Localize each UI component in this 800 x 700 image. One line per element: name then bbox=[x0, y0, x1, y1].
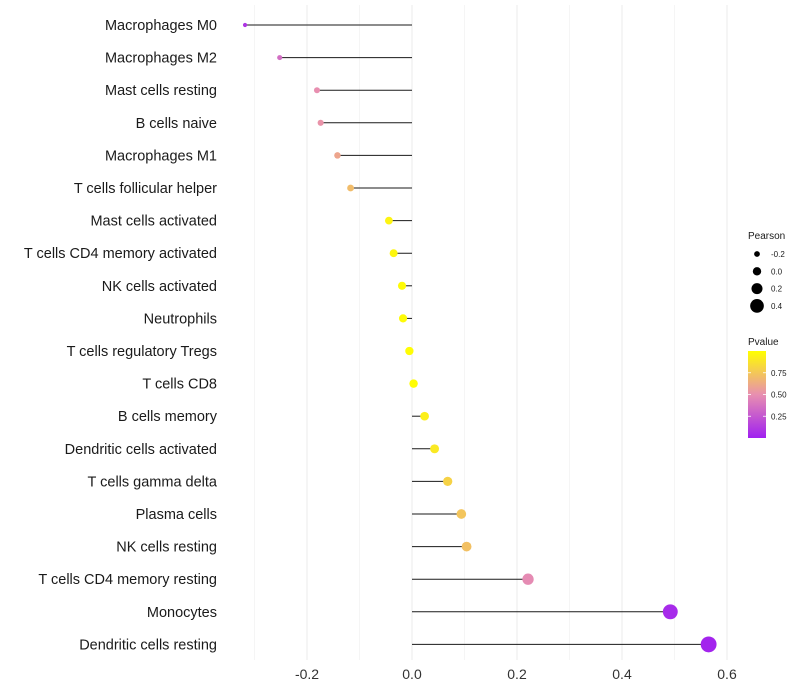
category-label: Macrophages M0 bbox=[105, 18, 217, 34]
category-label: B cells memory bbox=[118, 409, 218, 425]
category-labels: Macrophages M0 Macrophages M2 Mast cells r… bbox=[24, 18, 218, 653]
data-point bbox=[405, 346, 414, 356]
color-legend-label: 0.25 bbox=[771, 412, 787, 421]
data-point bbox=[384, 216, 393, 225]
data-point bbox=[409, 379, 418, 388]
category-label: NK cells resting bbox=[116, 540, 217, 556]
data-point bbox=[277, 55, 283, 61]
size-legend-title: Pearson bbox=[748, 231, 785, 242]
color-legend-label: 0.50 bbox=[771, 391, 787, 400]
x-tick-label: 0.2 bbox=[507, 666, 527, 682]
category-label: Neutrophils bbox=[144, 311, 217, 327]
size-legend-label: 0.4 bbox=[771, 302, 783, 311]
legend: Pearson -0.2 0.0 0.2 0.4 Pvalue 0.75 0.50 0.25 bbox=[748, 231, 787, 438]
data-point bbox=[456, 509, 467, 519]
x-tick-label: -0.2 bbox=[295, 666, 319, 682]
data-point bbox=[334, 152, 341, 159]
category-label: Macrophages M1 bbox=[105, 148, 217, 164]
category-label: B cells naive bbox=[136, 116, 217, 132]
data-point bbox=[461, 541, 472, 552]
x-tick-label: 0.6 bbox=[717, 666, 737, 682]
x-tick-label: 0.4 bbox=[612, 666, 632, 682]
category-label: Monocytes bbox=[147, 605, 217, 621]
data-point bbox=[443, 476, 453, 487]
size-legend-label: 0.2 bbox=[771, 285, 783, 294]
data-point bbox=[700, 636, 717, 653]
size-legend-key bbox=[750, 299, 764, 313]
data-point bbox=[398, 314, 408, 323]
lollipop-dots bbox=[242, 22, 717, 653]
colorbar bbox=[748, 351, 766, 438]
data-point bbox=[347, 184, 355, 192]
category-label: Macrophages M2 bbox=[105, 51, 217, 67]
data-point bbox=[313, 87, 320, 94]
data-point bbox=[317, 119, 324, 126]
data-point bbox=[242, 22, 248, 28]
data-point bbox=[522, 573, 534, 585]
x-tick-label: 0.0 bbox=[402, 666, 422, 682]
size-legend-label: -0.2 bbox=[771, 250, 785, 259]
category-label: T cells follicular helper bbox=[74, 181, 217, 197]
data-point bbox=[397, 281, 407, 290]
category-label: T cells CD4 memory activated bbox=[24, 246, 217, 262]
color-legend-title: Pvalue bbox=[748, 337, 779, 348]
data-point bbox=[662, 604, 678, 620]
category-label: Mast cells resting bbox=[105, 83, 217, 99]
data-point bbox=[430, 444, 440, 454]
x-axis-tick-labels: -0.2 0.0 0.2 0.4 0.6 bbox=[295, 666, 737, 682]
category-label: NK cells activated bbox=[102, 279, 217, 295]
size-legend-key bbox=[751, 283, 763, 295]
gridlines bbox=[254, 5, 728, 660]
size-legend-label: 0.0 bbox=[771, 267, 783, 276]
size-legend-key bbox=[754, 251, 760, 257]
category-label: Dendritic cells activated bbox=[65, 442, 217, 458]
lollipop-stems bbox=[245, 24, 709, 645]
category-label: Plasma cells bbox=[136, 507, 217, 523]
size-legend-key bbox=[752, 267, 762, 276]
data-point bbox=[420, 411, 429, 421]
category-label: Dendritic cells resting bbox=[79, 637, 217, 653]
category-label: Mast cells activated bbox=[90, 214, 217, 230]
category-label: T cells CD8 bbox=[142, 377, 217, 393]
data-point bbox=[389, 249, 398, 258]
category-label: T cells CD4 memory resting bbox=[38, 572, 217, 588]
category-label: T cells regulatory Tregs bbox=[67, 344, 217, 360]
color-legend-label: 0.75 bbox=[771, 369, 787, 378]
category-label: T cells gamma delta bbox=[88, 474, 218, 490]
